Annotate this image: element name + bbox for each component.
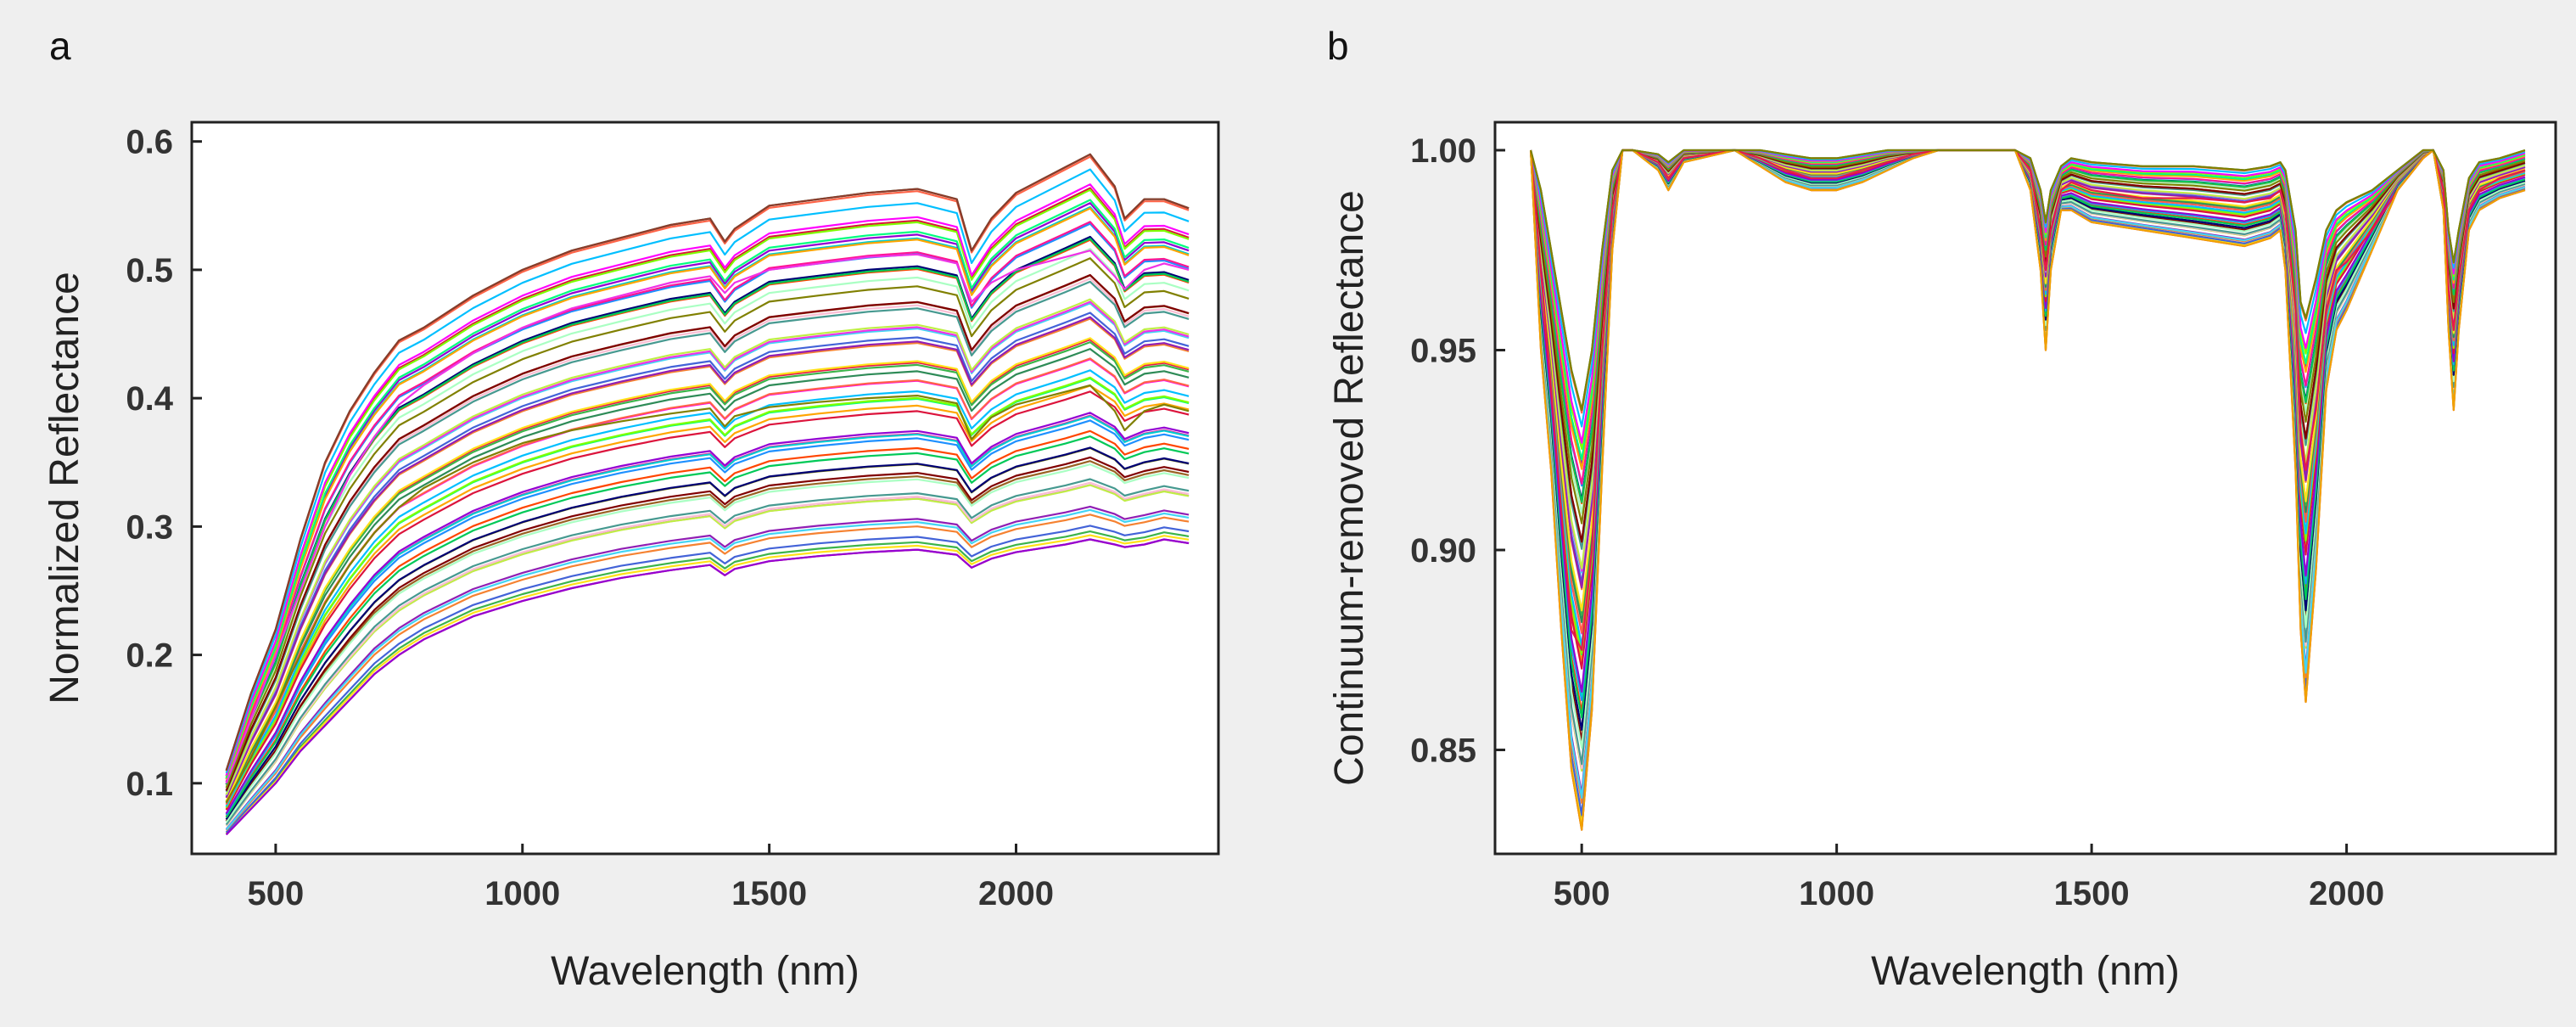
panel-a-y-tick-label: 0.4 [126,380,173,418]
panel-a-spectrum-line [225,446,1190,820]
panel-a-spectrum-line [225,514,1190,832]
panel-a-spectrum-line [225,419,1190,816]
panel-a-series-median-spectrum [225,384,1190,804]
panel-a-spectrum-line [225,168,1190,774]
panel-b: b 500 1000 1500 2000 0.85 0.90 0.95 1.00 Wavel… [1327,24,2557,994]
panel-a-spectrum-line [225,207,1190,780]
panel-b-x-axis-label: Wavelength (nm) [1871,949,2180,994]
panel-a-spectrum-line [225,183,1190,776]
panel-a-y-ticks: 0.1 0.2 0.3 0.4 0.5 0.6 [126,124,202,803]
panel-a-spectrum-line [225,525,1190,833]
panel-a-spectrum-line [225,460,1190,822]
panel-b-x-tick-label: 2000 [2309,875,2384,912]
panel-a-x-axis-label: Wavelength (nm) [551,949,860,994]
panel-a-spectrum-line [225,298,1190,795]
panel-a-spectrum-line [225,481,1190,826]
panel-a-y-tick-label: 0.3 [126,508,173,546]
panel-a-spectrum-line [225,273,1190,791]
panel-a-spectrum-line [225,300,1190,796]
panel-a-x-tick-label: 500 [248,875,305,912]
panel-b-letter: b [1327,24,1349,68]
panel-a-spectrum-line [225,463,1190,823]
panel-a-spectrum-line [225,530,1190,834]
panel-a-spectrum-line [225,390,1190,811]
panel-a-x-ticks: 500 1000 1500 2000 [248,844,1054,912]
panel-b-series-shallow-spectrum [1530,149,2526,412]
panel-b-x-tick-label: 500 [1554,875,1610,912]
panel-a-spectrum-line [225,257,1190,788]
panel-a-y-tick-label: 0.6 [126,124,173,161]
panel-a-spectrum-line [225,337,1190,802]
panel-a-spectrum-line [225,478,1190,826]
panel-b-y-tick-label: 0.85 [1410,732,1476,770]
panel-a-spectrum-line [225,456,1190,822]
panel-a-spectrum-line [225,188,1190,777]
panel-a-spectrum-line [225,429,1190,817]
panel-a-series-min-spectrum [225,538,1190,836]
panel-b-y-tick-label: 0.95 [1410,332,1476,369]
panel-a-letter: a [49,24,71,68]
panel-a-series-max-spectrum [225,153,1190,772]
panel-a-spectrum-line [225,341,1190,803]
panel-a-spectrum-line [225,534,1190,835]
panel-a-spectrum-line [225,415,1190,815]
panel-b-y-axis-label: Continuum-removed Reflectance [1327,190,1372,786]
panel-a-y-tick-label: 0.5 [126,252,173,289]
panel-a-series-group [225,153,1190,836]
panel-a-spectrum-line [225,280,1190,793]
panel-b-x-tick-label: 1000 [1799,875,1874,912]
panel-b-x-tick-label: 1500 [2054,875,2130,912]
panel-a-spectrum-line [225,508,1190,831]
panel-a-spectrum-line [225,505,1190,830]
panel-a-spectrum-line [225,412,1190,814]
panel-b-series-group [1530,149,2526,831]
panel-a-x-tick-label: 1500 [731,875,807,912]
panel-a-spectrum-line [225,311,1190,798]
panel-a-spectrum-line [225,316,1190,799]
panel-a-spectrum-line [225,199,1190,778]
panel-a-x-tick-label: 1000 [484,875,560,912]
panel-a-spectrum-line [225,348,1190,804]
panel-a-spectrum-line [225,369,1190,807]
panel-a-spectrum-line [225,278,1190,792]
panel-a-y-tick-label: 0.1 [126,766,173,803]
panel-b-y-ticks: 0.85 0.90 0.95 1.00 [1410,132,1505,770]
panel-a-y-axis-label: Normalized Reflectance [42,272,87,704]
panel-a-x-tick-label: 2000 [978,875,1054,912]
panel-b-x-ticks: 500 1000 1500 2000 [1554,844,2384,912]
panel-a-spectrum-line [225,376,1190,809]
panel-b-plot-area [1493,121,2557,856]
panel-a: a 500 1000 1500 2000 0.1 0.2 0.3 0.4 0.5 0.6 Wav… [42,24,1220,994]
panel-b-y-tick-label: 1.00 [1410,132,1476,170]
panel-b-y-tick-label: 0.90 [1410,532,1476,570]
panel-a-series-high-spectrum [225,250,1190,784]
panel-a-y-tick-label: 0.2 [126,637,173,675]
panel-a-spectrum-line [225,221,1190,783]
panel-a-spectrum-line [225,435,1190,818]
panel-a-spectrum-line [225,484,1190,827]
panel-a-spectrum-line [225,202,1190,779]
